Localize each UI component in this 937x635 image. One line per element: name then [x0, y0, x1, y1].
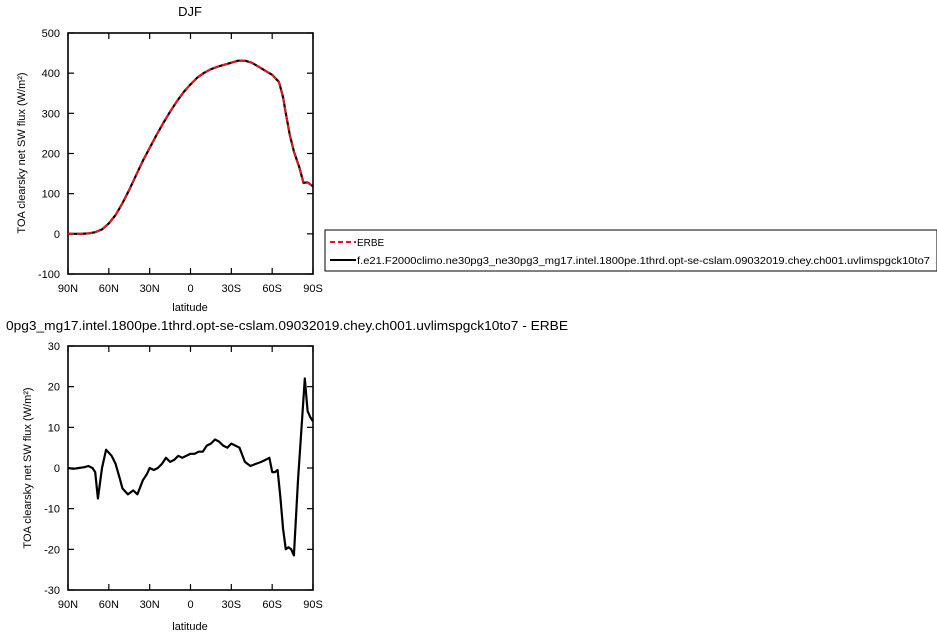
series-line-model: [67, 377, 314, 557]
top-y-axis: -100 0 100 200 300 400 500: [38, 28, 313, 281]
legend: ERBE f.e21.F2000climo.ne30pg3_ne30pg3_mg…: [324, 229, 937, 272]
x-tick-label: 30N: [140, 599, 160, 611]
top-chart-title: DJF: [178, 4, 202, 19]
series-line-erbe: [68, 59, 314, 235]
y-tick-label: -10: [44, 504, 60, 516]
x-tick-label: 30S: [222, 283, 242, 295]
bottom-x-axis-label: latitude: [172, 621, 207, 633]
x-tick-label: 60S: [262, 599, 282, 611]
top-y-axis-label: TOA clearsky net SW flux (W/m²): [16, 72, 28, 233]
x-tick-label: 30S: [222, 599, 242, 611]
top-plot-frame: [67, 32, 314, 275]
legend-box: [324, 229, 937, 272]
y-tick-label: -20: [44, 544, 60, 556]
y-tick-label: 500: [42, 28, 60, 40]
y-tick-label: 300: [42, 108, 60, 120]
bottom-y-axis: -30 -20 -10 0 10 20 30: [44, 341, 313, 597]
x-tick-label: 0: [187, 599, 193, 611]
y-tick-label: -30: [44, 585, 60, 597]
y-tick-label: 400: [42, 68, 60, 80]
bottom-series-lines: [67, 377, 314, 557]
bottom-chart-title: 0pg3_mg17.intel.1800pe.1thrd.opt-se-csla…: [6, 318, 568, 333]
x-tick-label: 60S: [262, 283, 282, 295]
y-tick-label: 0: [54, 229, 60, 241]
y-tick-label: 20: [48, 382, 60, 394]
x-tick-label: 0: [187, 283, 193, 295]
top-x-axis: 90N 60N 30N 0 30S 60S 90S: [58, 33, 323, 295]
bottom-plot-frame: [67, 345, 314, 591]
top-series-lines: [68, 59, 314, 235]
x-tick-label: 90S: [303, 283, 323, 295]
top-x-axis-label: latitude: [172, 302, 207, 314]
bottom-panel: 0pg3_mg17.intel.1800pe.1thrd.opt-se-csla…: [6, 318, 568, 633]
bottom-x-axis: 90N 60N 30N 0 30S 60S 90S: [58, 346, 323, 611]
bottom-y-axis-label: TOA clearsky net SW flux (W/m²): [22, 387, 34, 548]
legend-label-model: f.e21.F2000climo.ne30pg3_ne30pg3_mg17.in…: [357, 256, 930, 267]
y-tick-label: 10: [48, 422, 60, 434]
x-tick-label: 60N: [99, 599, 119, 611]
y-tick-label: 30: [48, 341, 60, 353]
legend-label-erbe: ERBE: [357, 238, 385, 249]
series-line-model: [68, 59, 314, 235]
y-tick-label: 100: [42, 189, 60, 201]
y-tick-label: 200: [42, 149, 60, 161]
top-panel: DJF -100 0 100 200 300 400 500 90N 60N 30N 0 30S 60…: [16, 4, 323, 314]
x-tick-label: 90N: [58, 599, 78, 611]
x-tick-label: 30N: [140, 283, 160, 295]
x-tick-label: 90S: [303, 599, 323, 611]
x-tick-label: 90N: [58, 283, 78, 295]
y-tick-label: -100: [38, 269, 60, 281]
x-tick-label: 60N: [99, 283, 119, 295]
y-tick-label: 0: [54, 463, 60, 475]
